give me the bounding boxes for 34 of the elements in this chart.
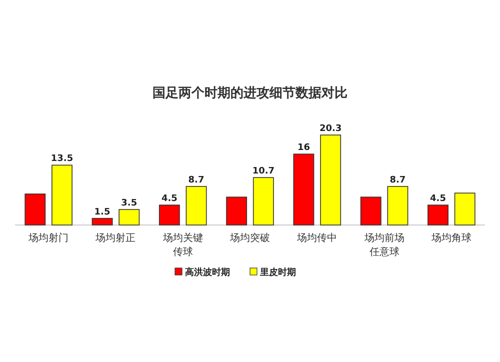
legend-label: 里皮时期 bbox=[259, 267, 296, 278]
x-tick-label: 场均角球 bbox=[430, 232, 472, 244]
data-label: 4.5 bbox=[430, 194, 446, 204]
bar bbox=[252, 177, 274, 226]
data-label: 3.5 bbox=[121, 198, 138, 208]
bar bbox=[293, 154, 314, 226]
x-tick-label: 场均关键传球 bbox=[162, 232, 203, 258]
bar bbox=[226, 196, 248, 226]
bar bbox=[92, 218, 113, 226]
data-label: 8.7 bbox=[390, 175, 406, 186]
bar bbox=[360, 196, 382, 226]
bar bbox=[320, 134, 342, 226]
bar bbox=[158, 204, 180, 226]
bar bbox=[186, 186, 207, 226]
data-label: 20.3 bbox=[319, 124, 342, 134]
data-label: 8.7 bbox=[188, 175, 204, 186]
data-label: 16 bbox=[297, 143, 310, 154]
x-tick-label: 场均突破 bbox=[229, 232, 270, 244]
bar bbox=[24, 194, 46, 226]
data-label: 1.5 bbox=[94, 207, 110, 218]
data-label: 4.5 bbox=[161, 194, 178, 204]
bar bbox=[454, 192, 476, 226]
legend-label: 高洪波时期 bbox=[185, 267, 230, 278]
data-label: 13.5 bbox=[50, 154, 74, 164]
chart-title: 国足两个时期的进攻细节数据对比 bbox=[152, 86, 348, 101]
x-tick-label: 场均传中 bbox=[296, 232, 338, 244]
data-label: 10.7 bbox=[252, 166, 275, 177]
bar bbox=[428, 204, 448, 226]
bar bbox=[118, 209, 140, 226]
x-tick-label: 场均射门 bbox=[28, 232, 69, 244]
x-tick-label: 场均射正 bbox=[94, 232, 136, 244]
bar bbox=[387, 186, 408, 226]
x-tick-label: 场均前场任意球 bbox=[363, 232, 404, 258]
bar bbox=[52, 164, 72, 226]
